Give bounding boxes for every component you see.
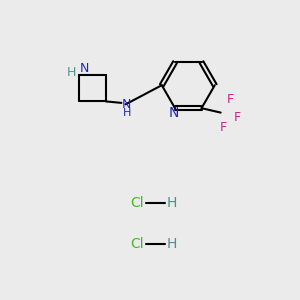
Text: H: H bbox=[123, 108, 131, 118]
Text: H: H bbox=[166, 196, 177, 210]
Text: N: N bbox=[168, 106, 179, 121]
Text: Cl: Cl bbox=[130, 237, 144, 251]
Text: F: F bbox=[220, 122, 227, 134]
Text: H: H bbox=[66, 66, 76, 79]
Text: F: F bbox=[226, 93, 234, 106]
Text: H: H bbox=[166, 237, 177, 251]
Text: F: F bbox=[233, 110, 240, 124]
Text: N: N bbox=[122, 98, 131, 111]
Text: Cl: Cl bbox=[130, 196, 144, 210]
Text: N: N bbox=[79, 62, 89, 75]
